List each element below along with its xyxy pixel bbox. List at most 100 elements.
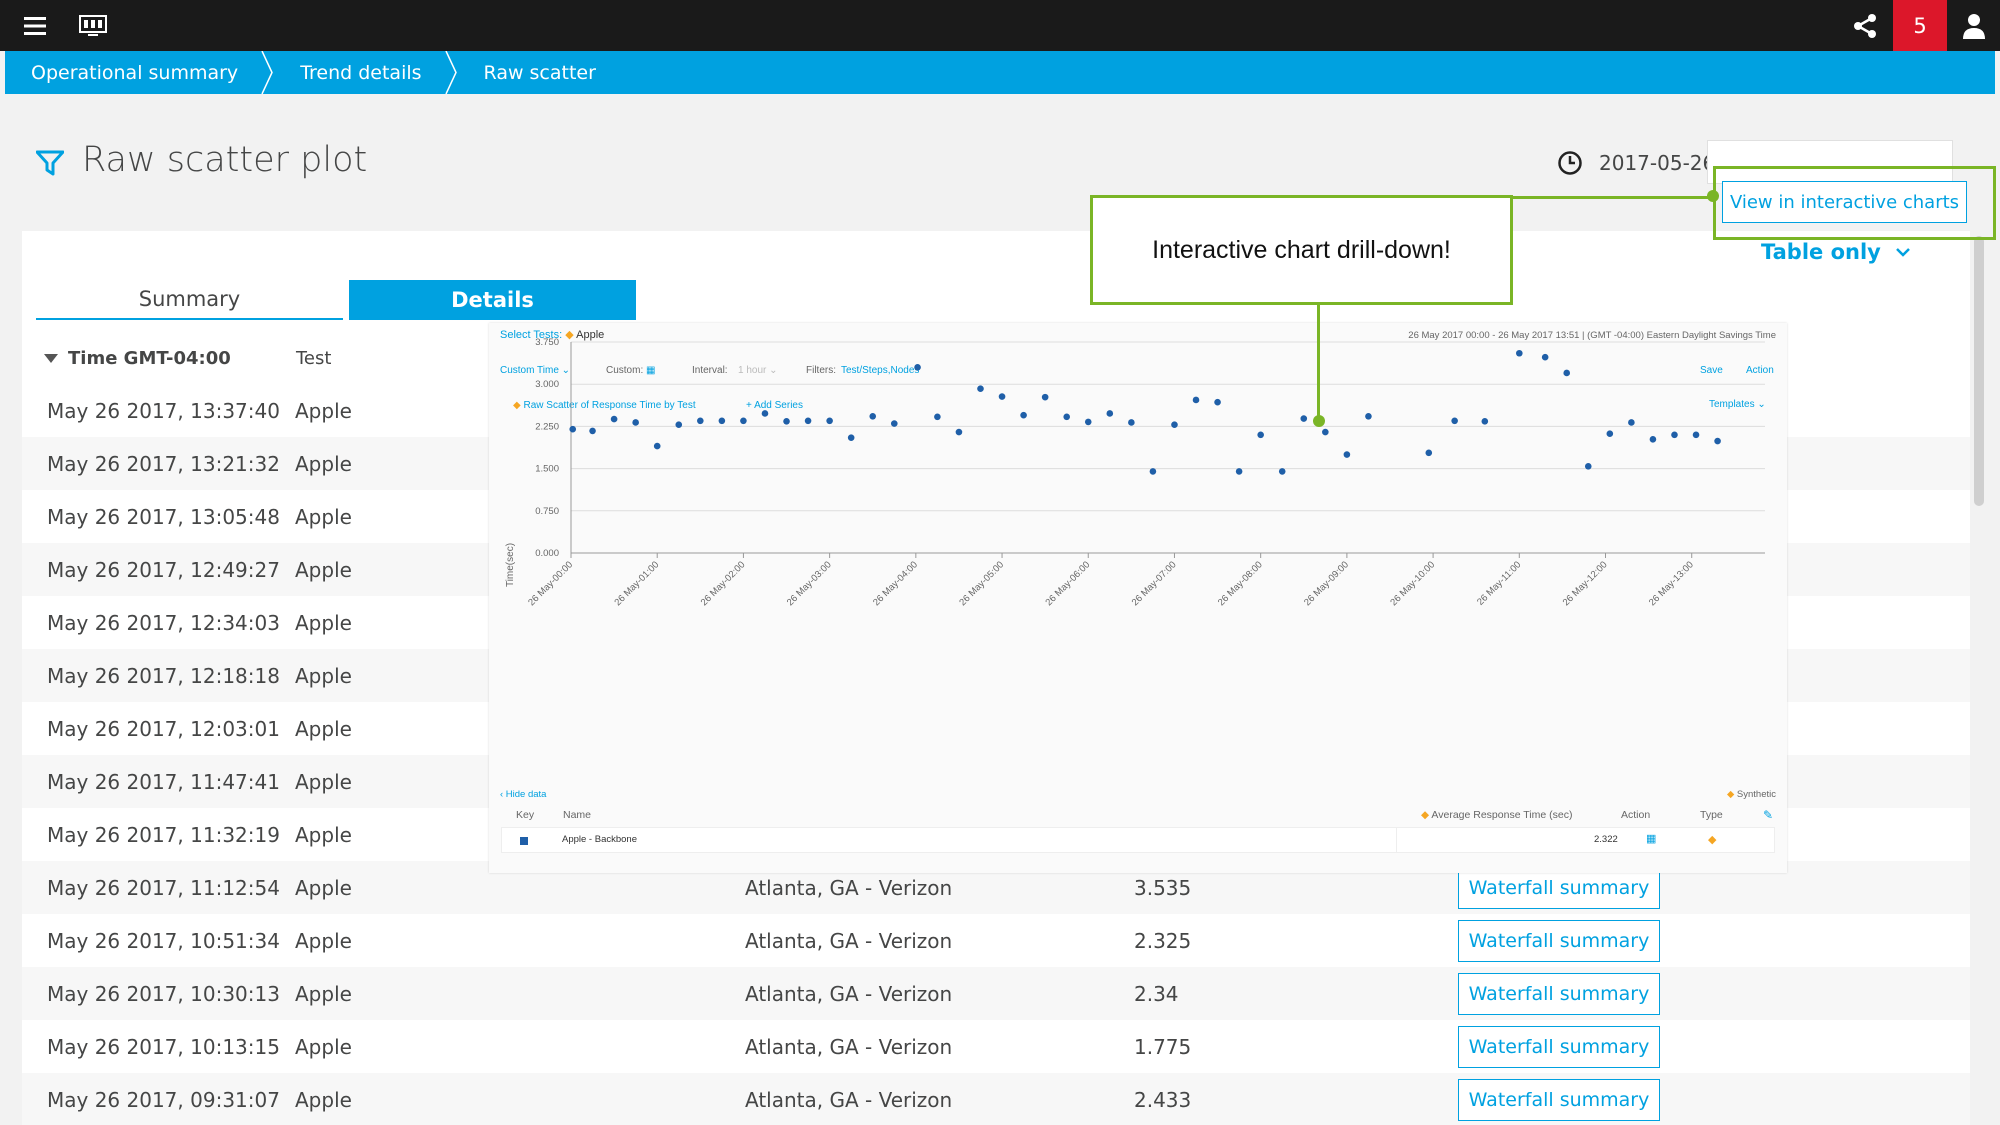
scatter-point[interactable] [1235,468,1243,475]
scatter-point[interactable] [955,428,963,436]
legend-row-avg: 2.322 [1594,834,1618,845]
scatter-point[interactable] [1425,449,1433,457]
breadcrumb-raw-scatter[interactable]: Raw scatter [483,61,596,84]
series-title[interactable]: ◆ Raw Scatter of Response Time by Test [513,400,696,411]
scatter-point[interactable] [1365,412,1372,420]
save-link[interactable]: Save [1700,365,1723,376]
filter-icon[interactable] [36,149,64,177]
scatter-point[interactable] [1322,428,1329,436]
scatter-point[interactable] [1343,451,1351,458]
scatter-point[interactable] [718,417,726,425]
table-row[interactable]: May 26 2017, 12:03:01 Apple [22,702,1970,755]
waterfall-summary-button[interactable]: Waterfall summary [1458,1026,1660,1068]
scatter-point[interactable] [1649,436,1657,443]
custom-time-dropdown[interactable]: Custom Time ⌄ [500,365,571,376]
scatter-point[interactable] [1671,431,1678,439]
notification-badge[interactable]: 5 [1893,0,1947,51]
tab-summary[interactable]: Summary [36,280,343,320]
scatter-chart[interactable]: 0.000 0.750 1.500 2.250 3.000 3.750 26 May-00:… [489,323,1787,803]
scatter-point[interactable] [697,417,704,425]
scatter-point[interactable] [998,393,1006,400]
add-series-link[interactable]: + Add Series [746,400,803,411]
calendar-icon[interactable]: ▦ [646,365,656,376]
x-tick-label: 26 May-13:00 [1647,559,1696,608]
interval-dropdown[interactable]: 1 hour ⌄ [738,365,778,376]
scatter-point[interactable] [890,420,898,427]
scatter-point[interactable] [869,412,877,420]
templates-dropdown[interactable]: Templates ⌄ [1709,399,1766,410]
scatter-point[interactable] [1041,393,1049,401]
table-row[interactable]: May 26 2017, 10:13:15 Apple Atlanta, GA - … [22,1020,1970,1073]
column-header-time[interactable]: Time GMT-04:00 [44,348,231,369]
monitor-icon[interactable] [78,0,108,51]
scatter-point[interactable] [610,415,618,423]
scatter-point[interactable] [1278,468,1286,475]
table-only-dropdown[interactable]: Table only [1761,240,1911,264]
scatter-point[interactable] [1481,418,1489,425]
scatter-point[interactable] [740,417,747,425]
column-header-test[interactable]: Test [296,348,332,369]
scatter-point[interactable] [847,434,855,441]
menu-icon[interactable] [20,0,50,51]
breadcrumb-trend-details[interactable]: Trend details [300,61,422,84]
legend-row[interactable]: Apple - Backbone 2.322 ▦ ◆ [501,827,1775,853]
share-icon[interactable] [1848,0,1882,51]
table-row[interactable]: May 26 2017, 10:51:34 Apple Atlanta, GA - … [22,914,1970,967]
scatter-point[interactable] [1084,418,1092,426]
calendar-icon[interactable]: ▦ [1646,833,1657,845]
scatter-point[interactable] [1541,353,1549,361]
scatter-point[interactable] [804,417,812,425]
scatter-point[interactable] [653,442,661,450]
scatter-point[interactable] [1584,463,1592,470]
scatter-point[interactable] [1257,431,1264,439]
scatter-point[interactable] [1214,398,1221,406]
edit-columns-icon[interactable]: ✎ [1763,808,1774,822]
vertical-scrollbar[interactable] [1974,236,1984,506]
scatter-point[interactable] [675,421,683,429]
scatter-point[interactable] [1692,431,1700,439]
filters-link[interactable]: Test/Steps,Nodes [841,365,920,376]
select-tests[interactable]: Select Tests: ◆ Apple [500,328,604,341]
scatter-point[interactable] [1714,437,1721,445]
scatter-point[interactable] [826,417,833,425]
scatter-point[interactable] [1192,396,1200,404]
hide-data-link[interactable]: ‹ Hide data [500,789,547,800]
scatter-point[interactable] [1563,369,1571,377]
table-row[interactable]: May 26 2017, 09:31:07 Apple Atlanta, GA - … [22,1073,1970,1125]
scatter-point[interactable] [1171,421,1178,429]
scatter-point[interactable] [977,385,984,393]
table-row[interactable]: May 26 2017, 13:37:40 Apple [22,384,1970,437]
table-row[interactable]: May 26 2017, 10:30:13 Apple Atlanta, GA - … [22,967,1970,1020]
scatter-point[interactable] [1300,415,1308,422]
table-row[interactable]: May 26 2017, 11:32:19 Apple [22,808,1970,861]
scatter-point[interactable] [1063,413,1071,421]
table-row[interactable]: May 26 2017, 13:05:48 Apple [22,490,1970,543]
scatter-point[interactable] [783,418,790,425]
scatter-point[interactable] [1149,468,1157,475]
user-icon[interactable] [1956,0,1992,51]
scatter-point[interactable] [1020,411,1027,419]
breadcrumb: Operational summary Trend details Raw sc… [5,51,1995,94]
scatter-point[interactable] [1628,419,1635,426]
breadcrumb-operational-summary[interactable]: Operational summary [31,61,239,84]
scatter-point[interactable] [934,413,941,421]
waterfall-summary-button[interactable]: Waterfall summary [1458,867,1660,909]
scatter-point[interactable] [1128,419,1135,426]
waterfall-summary-button[interactable]: Waterfall summary [1458,1079,1660,1121]
tab-details[interactable]: Details [349,280,636,320]
scatter-point[interactable] [1106,410,1114,417]
scatter-point[interactable] [1606,430,1614,438]
scatter-point[interactable] [761,410,769,417]
scatter-point[interactable] [589,427,596,435]
table-row[interactable]: May 26 2017, 12:34:03 Apple [22,596,1970,649]
scatter-point[interactable] [632,419,639,426]
scatter-point[interactable] [1516,349,1523,357]
waterfall-summary-button[interactable]: Waterfall summary [1458,920,1660,962]
scatter-point[interactable] [569,425,577,433]
scatter-point[interactable] [1451,417,1458,425]
view-interactive-charts-button[interactable]: View in interactive charts [1722,181,1967,223]
action-link[interactable]: Action [1746,365,1774,376]
scatter-point[interactable] [914,364,921,371]
waterfall-summary-button[interactable]: Waterfall summary [1458,973,1660,1015]
x-tick-label: 26 May-05:00 [957,559,1006,608]
